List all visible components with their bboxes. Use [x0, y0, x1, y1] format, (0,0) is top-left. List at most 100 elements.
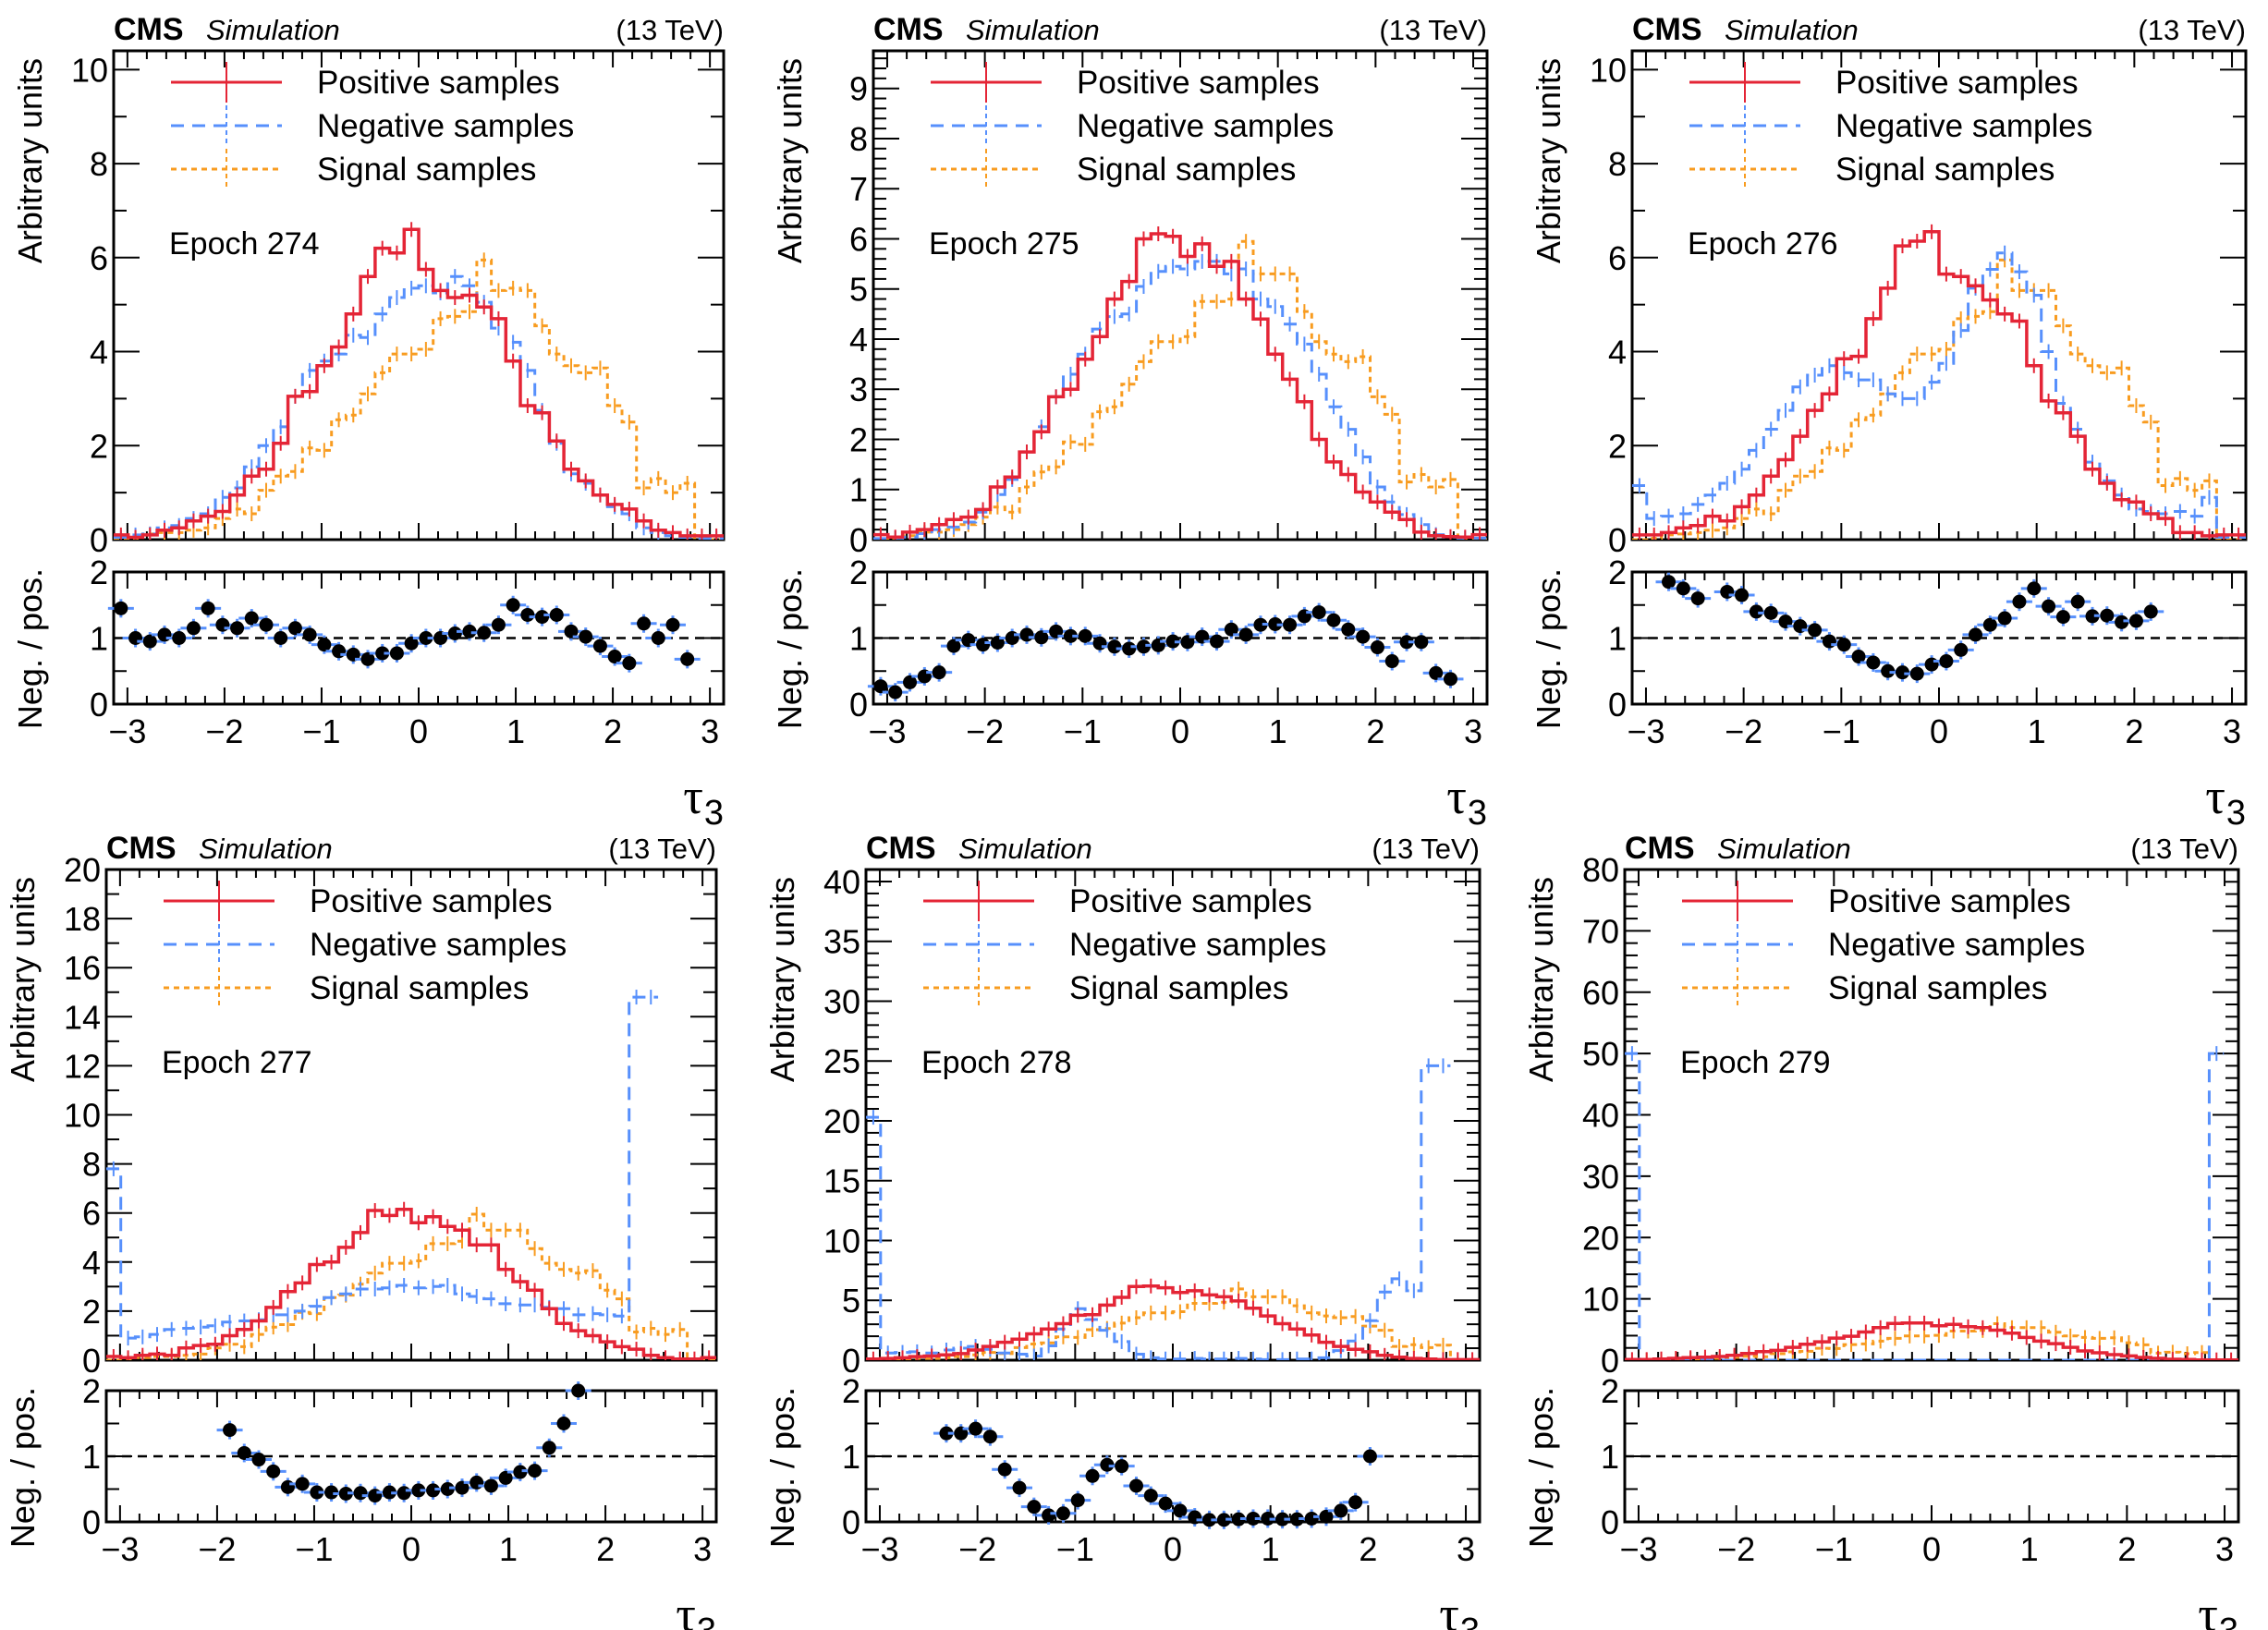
- legend-item-positive: Positive samples: [1689, 62, 2079, 103]
- ratio-marker: [1749, 604, 1763, 619]
- x-tick-label: 2: [2125, 712, 2143, 750]
- ratio-y-tick-label: 1: [82, 1438, 101, 1476]
- ratio-point: [660, 615, 686, 635]
- y-tick-label: 6: [1608, 239, 1627, 277]
- status-label: Simulation: [958, 833, 1092, 865]
- y-tick-label: 8: [90, 145, 108, 183]
- series-signal: [106, 1207, 716, 1360]
- ratio-marker: [1362, 1449, 1377, 1464]
- x-tick-label: 0: [1171, 712, 1189, 750]
- series-signal: [1632, 252, 2246, 540]
- ratio-marker: [1311, 605, 1326, 620]
- ratio-marker: [469, 1475, 484, 1490]
- ratio-point: [1655, 572, 1682, 591]
- ratio-marker: [571, 1383, 586, 1398]
- ratio-point: [1904, 664, 1931, 684]
- x-tick-label: 3: [1464, 712, 1482, 750]
- ratio-point: [1408, 632, 1434, 651]
- ratio-point: [267, 628, 294, 648]
- ratio-marker: [1924, 657, 1939, 672]
- series-negative: [1632, 245, 2246, 540]
- ratio-marker: [1939, 654, 1954, 669]
- ratio-y-tick-label: 1: [1601, 1438, 1619, 1476]
- ratio-marker: [1348, 1495, 1363, 1510]
- ratio-point: [260, 1462, 287, 1481]
- x-axis-title: τ: [1446, 769, 1467, 824]
- ratio-y-axis-title: Neg. / pos.: [11, 568, 49, 729]
- x-tick-label: 0: [409, 712, 428, 750]
- x-tick-label: −1: [295, 1530, 333, 1568]
- ratio-point: [2138, 602, 2164, 621]
- ratio-y-axis-title: Neg. / pos.: [4, 1387, 42, 1548]
- experiment-label: CMS: [866, 831, 936, 866]
- ratio-point: [1166, 1501, 1193, 1520]
- ratio-point: [1335, 620, 1361, 639]
- legend-item-negative: Negative samples: [931, 105, 1334, 146]
- ratio-marker: [556, 1417, 571, 1430]
- ratio-point: [1313, 1507, 1339, 1527]
- x-tick-label: −3: [1627, 712, 1664, 750]
- y-tick-label: 40: [823, 863, 860, 901]
- x-tick-label: 3: [693, 1530, 712, 1568]
- ratio-marker: [1070, 1493, 1085, 1508]
- experiment-label: CMS: [873, 12, 944, 47]
- legend: Positive samples Negative samples Signal s…: [931, 62, 1334, 189]
- x-tick-label: 3: [1457, 1530, 1475, 1568]
- histogram-line-positive: [873, 232, 1487, 540]
- y-tick-label: 2: [90, 427, 108, 465]
- y-tick-label: 20: [823, 1102, 860, 1140]
- ratio-marker: [360, 651, 375, 666]
- y-tick-label: 0: [1601, 1342, 1619, 1380]
- legend-label-signal: Signal samples: [317, 152, 536, 188]
- ratio-point: [500, 595, 527, 614]
- x-axis-title: τ: [683, 769, 703, 824]
- ratio-marker: [477, 626, 492, 640]
- ratio-marker: [1283, 617, 1298, 632]
- y-axis-title: Arbitrary units: [763, 877, 801, 1082]
- y-tick-label: 35: [823, 923, 860, 961]
- ratio-marker: [1851, 650, 1866, 664]
- ratio-point: [246, 1450, 272, 1469]
- ratio-marker: [607, 650, 622, 664]
- energy-label: (13 TeV): [2130, 833, 2238, 865]
- ratio-y-axis-title: Neg. / pos.: [1522, 1387, 1560, 1548]
- ratio-point: [1020, 1497, 1047, 1516]
- x-tick-label: 0: [1930, 712, 1948, 750]
- ratio-marker: [1100, 1457, 1115, 1472]
- chart-panel-epoch-276: CMS Simulation (13 TeV) Arbitrary units Neg.…: [1530, 12, 2248, 833]
- ratio-points: [107, 595, 701, 673]
- ratio-marker: [1429, 665, 1444, 680]
- ratio-point: [1379, 651, 1406, 671]
- ratio-marker: [1275, 1512, 1290, 1527]
- x-axis-ticks: [866, 869, 1480, 1523]
- ratio-marker: [462, 624, 477, 639]
- ratio-point: [1349, 627, 1376, 647]
- ratio-marker: [939, 1426, 954, 1441]
- histogram-line-signal: [106, 1212, 716, 1360]
- ratio-point: [616, 653, 642, 673]
- histogram-line-positive: [1625, 1321, 2238, 1360]
- legend-item-signal: Signal samples: [164, 967, 529, 1008]
- epoch-annotation: Epoch 279: [1680, 1045, 1831, 1080]
- ratio-point: [1174, 632, 1201, 651]
- ratio-point: [536, 1438, 563, 1457]
- y-tick-label: 0: [82, 1342, 101, 1380]
- ratio-marker: [114, 601, 128, 615]
- ratio-marker: [1253, 617, 1268, 632]
- legend-item-signal: Signal samples: [1689, 149, 2055, 189]
- legend-label-negative: Negative samples: [1828, 927, 2085, 963]
- ratio-marker: [1122, 641, 1137, 656]
- epoch-annotation: Epoch 275: [929, 226, 1079, 262]
- ratio-marker: [382, 1485, 396, 1500]
- ratio-marker: [157, 627, 172, 642]
- series-signal: [873, 234, 1487, 540]
- ratio-point: [521, 1461, 548, 1480]
- ratio-point: [398, 634, 425, 653]
- ratio-points: [867, 602, 1464, 702]
- legend-item-signal: Signal samples: [931, 149, 1296, 189]
- legend: Positive samples Negative samples Signal s…: [923, 881, 1326, 1008]
- x-axis-title-subscript: 3: [704, 794, 724, 833]
- chart-panel-epoch-275: CMS Simulation (13 TeV) Arbitrary units Neg.…: [771, 12, 1489, 833]
- ratio-marker: [1443, 672, 1457, 687]
